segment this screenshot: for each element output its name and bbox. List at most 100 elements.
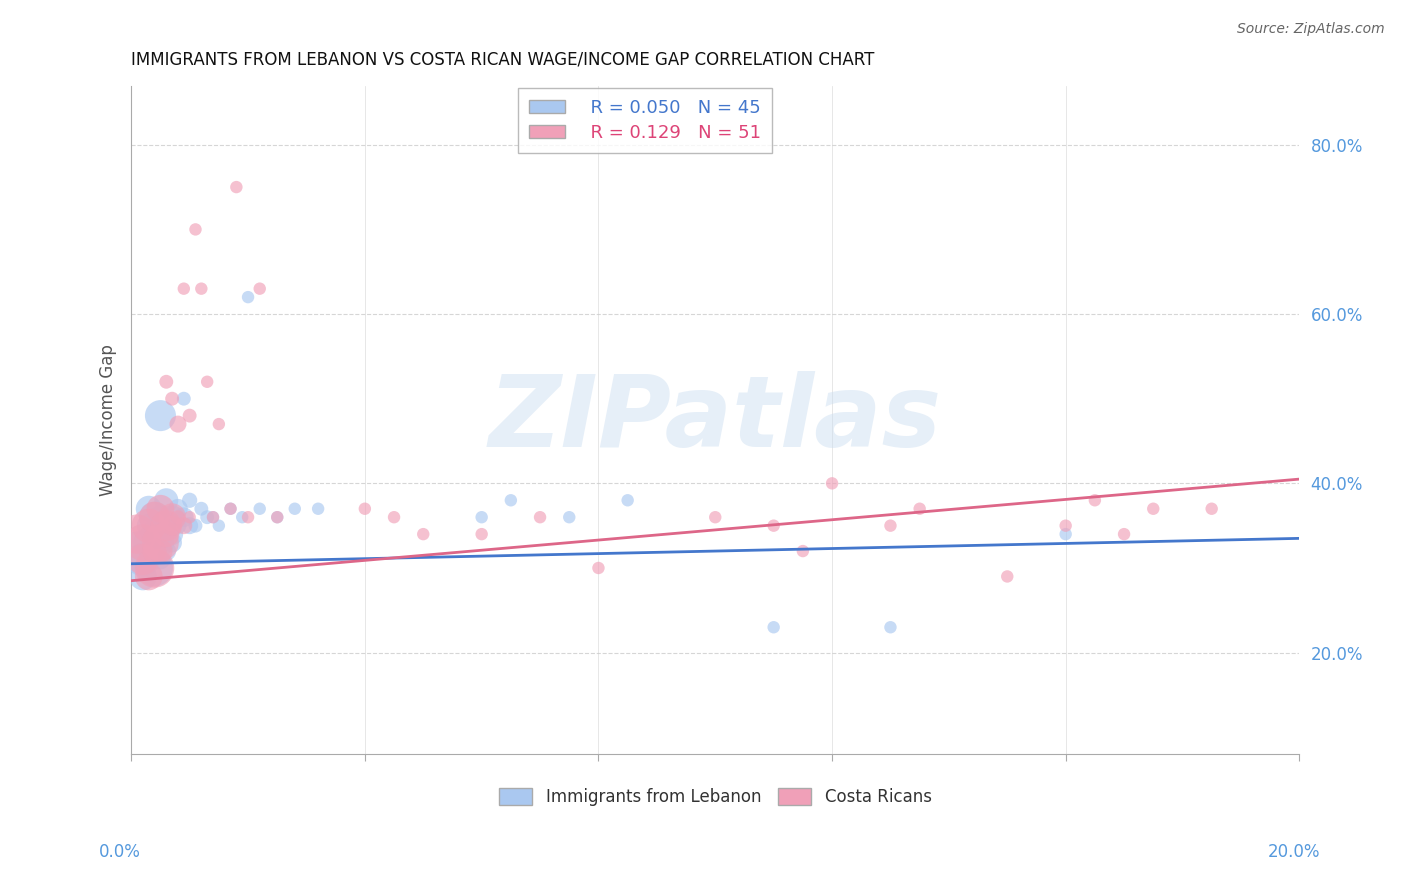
- Point: [149, 501, 172, 516]
- Point: [143, 544, 166, 558]
- Point: [160, 510, 183, 524]
- Point: [588, 561, 610, 575]
- Point: [231, 510, 253, 524]
- Point: [149, 535, 172, 549]
- Point: [762, 518, 785, 533]
- Point: [127, 544, 149, 558]
- Point: [1054, 518, 1077, 533]
- Point: [143, 561, 166, 575]
- Point: [792, 544, 814, 558]
- Point: [155, 518, 177, 533]
- Point: [132, 569, 155, 583]
- Point: [190, 282, 212, 296]
- Text: IMMIGRANTS FROM LEBANON VS COSTA RICAN WAGE/INCOME GAP CORRELATION CHART: IMMIGRANTS FROM LEBANON VS COSTA RICAN W…: [131, 51, 875, 69]
- Point: [184, 222, 207, 236]
- Point: [1142, 501, 1164, 516]
- Point: [219, 501, 242, 516]
- Point: [195, 510, 218, 524]
- Point: [762, 620, 785, 634]
- Point: [266, 510, 288, 524]
- Point: [167, 417, 190, 431]
- Point: [179, 510, 201, 524]
- Point: [284, 501, 307, 516]
- Text: 20.0%: 20.0%: [1267, 843, 1320, 861]
- Point: [143, 544, 166, 558]
- Point: [167, 510, 190, 524]
- Point: [382, 510, 405, 524]
- Point: [412, 527, 434, 541]
- Point: [879, 518, 901, 533]
- Point: [160, 518, 183, 533]
- Point: [149, 510, 172, 524]
- Point: [208, 417, 231, 431]
- Point: [236, 290, 259, 304]
- Point: [184, 518, 207, 533]
- Point: [173, 282, 195, 296]
- Point: [167, 501, 190, 516]
- Point: [202, 510, 225, 524]
- Point: [173, 518, 195, 533]
- Point: [821, 476, 844, 491]
- Point: [138, 535, 160, 549]
- Point: [173, 510, 195, 524]
- Point: [266, 510, 288, 524]
- Point: [499, 493, 522, 508]
- Point: [149, 535, 172, 549]
- Point: [471, 510, 494, 524]
- Point: [195, 375, 218, 389]
- Point: [179, 409, 201, 423]
- Y-axis label: Wage/Income Gap: Wage/Income Gap: [100, 344, 117, 496]
- Point: [879, 620, 901, 634]
- Point: [138, 518, 160, 533]
- Point: [127, 527, 149, 541]
- Point: [179, 518, 201, 533]
- Point: [155, 493, 177, 508]
- Point: [208, 518, 231, 533]
- Point: [132, 535, 155, 549]
- Point: [307, 501, 329, 516]
- Point: [353, 501, 375, 516]
- Text: ZIPatlas: ZIPatlas: [489, 371, 942, 468]
- Point: [179, 493, 201, 508]
- Point: [249, 501, 271, 516]
- Point: [225, 180, 247, 194]
- Point: [160, 392, 183, 406]
- Point: [616, 493, 638, 508]
- Point: [558, 510, 581, 524]
- Point: [249, 282, 271, 296]
- Text: 0.0%: 0.0%: [98, 843, 141, 861]
- Point: [155, 375, 177, 389]
- Point: [143, 561, 166, 575]
- Point: [1054, 527, 1077, 541]
- Point: [143, 510, 166, 524]
- Point: [908, 501, 931, 516]
- Point: [143, 527, 166, 541]
- Point: [155, 544, 177, 558]
- Point: [160, 510, 183, 524]
- Point: [149, 544, 172, 558]
- Point: [132, 552, 155, 566]
- Point: [704, 510, 727, 524]
- Point: [471, 527, 494, 541]
- Point: [190, 501, 212, 516]
- Point: [149, 409, 172, 423]
- Point: [132, 552, 155, 566]
- Point: [202, 510, 225, 524]
- Point: [138, 501, 160, 516]
- Legend: Immigrants from Lebanon, Costa Ricans: Immigrants from Lebanon, Costa Ricans: [492, 781, 938, 813]
- Point: [160, 535, 183, 549]
- Point: [236, 510, 259, 524]
- Point: [167, 518, 190, 533]
- Point: [1084, 493, 1107, 508]
- Point: [138, 518, 160, 533]
- Point: [138, 569, 160, 583]
- Text: Source: ZipAtlas.com: Source: ZipAtlas.com: [1237, 22, 1385, 37]
- Point: [173, 392, 195, 406]
- Point: [219, 501, 242, 516]
- Point: [155, 527, 177, 541]
- Point: [1201, 501, 1223, 516]
- Point: [160, 527, 183, 541]
- Point: [149, 552, 172, 566]
- Point: [155, 518, 177, 533]
- Point: [529, 510, 551, 524]
